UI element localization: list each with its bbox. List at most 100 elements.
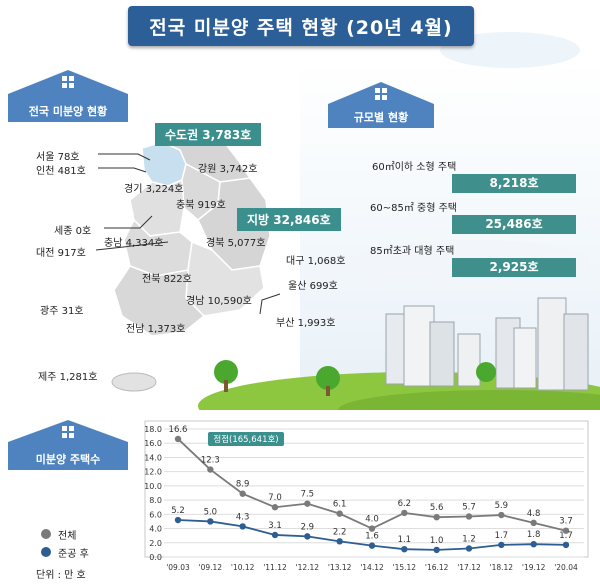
data-label: 1.8 (527, 530, 541, 540)
data-point (271, 531, 279, 539)
data-label: 4.3 (236, 512, 250, 522)
data-label: 12.3 (201, 456, 220, 466)
data-point (562, 527, 570, 534)
x-tick-label: '20.04 (554, 563, 578, 572)
data-label: 5.6 (430, 503, 444, 513)
data-point (239, 490, 246, 497)
map-jeonnam (113, 265, 206, 337)
size-label-large: 85㎡초과 대형 주택 (370, 246, 455, 257)
region-gyeongbuk: 경북 5,077호 (206, 238, 266, 249)
data-point (433, 546, 440, 554)
data-label: 4.8 (527, 509, 541, 519)
region-jeonbuk: 전북 822호 (142, 274, 192, 285)
data-label: 1.6 (365, 532, 379, 542)
page-title: 전국 미분양 주택 현황 (20년 4월) (128, 6, 474, 46)
data-point (336, 510, 343, 517)
x-tick-label: '17.12 (457, 563, 481, 572)
region-sejong: 세종 0호 (54, 226, 92, 237)
data-label: 8.9 (236, 480, 250, 490)
house-icon (8, 420, 128, 470)
data-label: 7.5 (301, 490, 315, 500)
y-tick-label: 18.0 (144, 425, 162, 434)
data-point (304, 500, 311, 507)
legend-marker-total (41, 529, 51, 539)
data-label: 7.0 (268, 493, 282, 503)
section-title-regional: 전국 미분양 현황 (28, 105, 108, 118)
region-daegu: 대구 1,068호 (286, 256, 346, 267)
x-tick-label: '18.12 (490, 563, 514, 572)
region-incheon: 인천 481호 (36, 166, 86, 177)
y-tick-label: 8.0 (149, 496, 162, 505)
x-tick-label: '19.12 (522, 563, 546, 572)
capital-area-total: 수도권 3,783호 (155, 123, 262, 146)
y-tick-label: 2.0 (149, 539, 162, 548)
data-label: 1.1 (398, 535, 412, 545)
data-label: 5.0 (204, 507, 218, 517)
data-label: 1.7 (495, 531, 509, 541)
data-label: 5.9 (495, 501, 509, 511)
x-tick-label: '11.12 (263, 563, 287, 572)
region-busan: 부산 1,993호 (276, 318, 336, 329)
data-label: 2.9 (301, 522, 315, 532)
y-tick-label: 14.0 (144, 453, 162, 462)
map-jeju (111, 372, 157, 392)
section-title-by-size: 규모별 현황 (353, 111, 409, 124)
data-point (368, 525, 376, 532)
size-label-small: 60㎡이하 소형 주택 (372, 162, 457, 173)
data-point (465, 545, 473, 552)
size-label-medium: 60~85㎡ 중형 주택 (370, 203, 457, 214)
city-illustration (198, 297, 600, 410)
x-tick-label: '13.12 (328, 563, 352, 572)
region-gwangju: 광주 31호 (40, 306, 84, 317)
x-tick-label: '09.12 (199, 563, 223, 572)
legend-total: 전체 (58, 531, 77, 542)
annotation-label: 정점(165,641호) (213, 434, 278, 445)
data-point (368, 542, 376, 549)
data-label: 4.0 (365, 515, 379, 525)
data-label: 1.0 (430, 536, 444, 546)
x-tick-label: '16.12 (425, 563, 449, 572)
region-gyeongnam: 경남 10,590호 (186, 296, 252, 307)
y-tick-label: 16.0 (144, 439, 162, 448)
y-tick-label: 6.0 (149, 510, 162, 519)
data-point (174, 435, 182, 443)
provincial-total: 지방 32,846호 (237, 208, 341, 231)
data-label: 5.2 (171, 506, 185, 516)
data-label: 2.2 (333, 527, 347, 537)
data-point (336, 538, 343, 545)
data-point (174, 516, 182, 524)
data-point (304, 533, 311, 540)
data-point (465, 513, 473, 520)
data-label: 1.7 (559, 531, 573, 541)
legend-marker-completed (41, 547, 51, 557)
region-gangwon: 강원 3,742호 (198, 164, 258, 175)
legend-completed: 준공 후 (58, 549, 89, 560)
data-point (498, 511, 505, 519)
data-label: 1.2 (462, 534, 476, 544)
data-point (401, 545, 408, 553)
data-point (530, 519, 537, 527)
data-point (271, 504, 279, 511)
data-label: 6.2 (398, 499, 412, 509)
data-point (433, 513, 440, 521)
data-point (207, 518, 214, 525)
x-tick-label: '10.12 (231, 563, 255, 572)
size-value-large: 2,925호 (452, 258, 576, 277)
region-jeju: 제주 1,281호 (38, 372, 98, 383)
x-tick-label: '14.12 (360, 563, 384, 572)
data-label: 16.6 (169, 425, 188, 435)
y-tick-label: 12.0 (144, 468, 162, 477)
data-point (401, 509, 408, 517)
y-tick-label: 0.0 (149, 553, 162, 562)
region-ulsan: 울산 699호 (288, 281, 338, 292)
map-leader-lines (95, 153, 281, 315)
region-jeonnam: 전남 1,373호 (126, 324, 186, 335)
data-point (562, 541, 570, 549)
region-seoul: 서울 78호 (36, 152, 80, 163)
data-point (530, 541, 537, 548)
house-icon (328, 82, 434, 128)
y-tick-label: 4.0 (149, 525, 162, 534)
region-chungnam: 충남 4,334호 (104, 238, 164, 249)
korea-map (111, 127, 271, 392)
